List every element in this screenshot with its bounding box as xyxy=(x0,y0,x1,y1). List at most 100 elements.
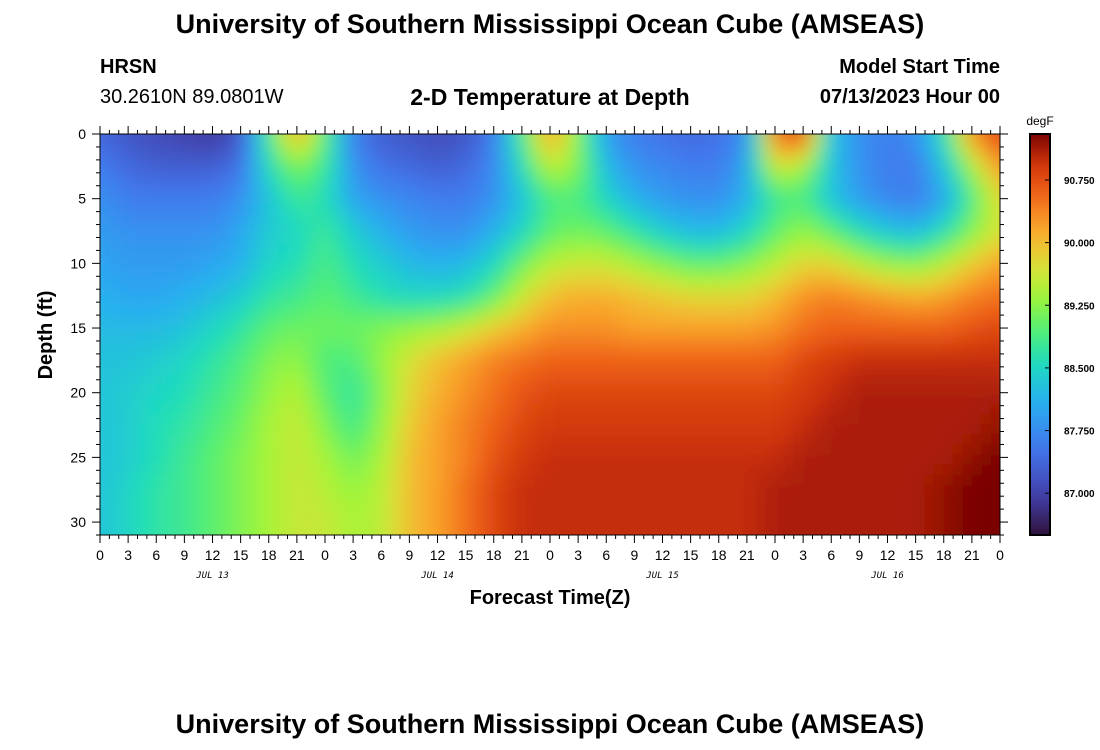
heat-cell xyxy=(175,464,186,476)
heat-cell xyxy=(709,274,720,286)
heat-cell xyxy=(662,394,673,406)
heat-cell xyxy=(259,344,270,356)
heat-cell xyxy=(250,134,261,145)
heat-cell xyxy=(118,444,129,456)
heat-cell xyxy=(568,154,579,165)
heat-cell xyxy=(268,404,279,416)
heat-cell xyxy=(765,404,776,416)
heat-cell xyxy=(231,274,242,286)
heat-cell xyxy=(690,444,701,456)
heat-cell xyxy=(175,504,186,516)
heat-cell xyxy=(437,204,448,216)
heat-cell xyxy=(643,324,654,336)
heat-cell xyxy=(221,454,233,466)
heat-cell xyxy=(259,374,270,386)
heat-cell xyxy=(306,134,317,145)
heat-cell xyxy=(446,384,458,396)
heat-cell xyxy=(587,284,598,296)
heat-cell xyxy=(165,404,176,416)
heat-cell xyxy=(981,535,991,546)
heat-cell xyxy=(353,374,364,386)
heat-cell xyxy=(184,524,195,535)
heat-cell xyxy=(868,254,879,266)
heat-cell xyxy=(859,134,870,145)
heat-cell xyxy=(137,424,148,436)
heat-cell xyxy=(371,194,383,205)
heat-cell xyxy=(578,294,589,306)
heat-cell xyxy=(775,474,786,486)
heat-cell xyxy=(821,204,833,216)
heat-cell xyxy=(156,304,167,316)
heat-cell xyxy=(953,174,964,185)
heat-cell xyxy=(831,284,842,296)
heat-cell xyxy=(728,264,739,276)
heat-cell xyxy=(550,254,561,266)
heat-cell xyxy=(634,524,645,535)
heat-cell xyxy=(775,164,786,175)
heat-cell xyxy=(756,234,767,246)
heat-cell xyxy=(643,414,654,426)
heat-cell xyxy=(793,394,804,406)
heat-cell xyxy=(868,394,879,406)
heat-cell xyxy=(221,434,233,446)
heat-cell xyxy=(587,484,598,496)
heat-cell xyxy=(521,524,533,535)
heat-cell xyxy=(343,134,354,145)
heat-cell xyxy=(165,134,176,145)
heat-cell xyxy=(915,514,926,526)
heat-cell xyxy=(1000,535,1010,546)
heat-cell xyxy=(343,244,354,256)
heat-cell xyxy=(587,474,598,486)
heat-cell xyxy=(540,224,551,236)
heat-cell xyxy=(906,344,917,356)
heat-cell xyxy=(1000,395,1010,406)
heat-cell xyxy=(512,304,523,316)
heat-cell xyxy=(634,134,645,145)
heat-cell xyxy=(390,134,401,145)
heat-cell xyxy=(868,524,879,535)
heat-cell xyxy=(728,224,739,236)
heat-cell xyxy=(475,184,486,195)
heat-cell xyxy=(784,134,795,135)
heat-cell xyxy=(315,174,326,185)
heat-cell xyxy=(194,114,204,125)
heat-cell xyxy=(990,424,1000,436)
heat-cell xyxy=(831,384,842,396)
heat-cell xyxy=(493,334,504,346)
heat-cell xyxy=(859,394,870,406)
heat-cell xyxy=(625,254,636,266)
heat-cell xyxy=(287,434,298,446)
heat-cell xyxy=(971,234,983,246)
heat-cell xyxy=(446,394,458,406)
x-tick-label: 9 xyxy=(405,547,413,563)
heat-cell xyxy=(456,464,467,476)
heat-cell xyxy=(775,454,786,466)
heat-cell xyxy=(925,474,936,486)
heat-cell xyxy=(1009,144,1019,155)
heat-cell xyxy=(203,304,214,316)
heat-cell xyxy=(878,484,889,496)
heat-cell xyxy=(456,294,467,306)
heat-cell xyxy=(990,164,1000,175)
heat-cell xyxy=(606,414,617,426)
heat-cell xyxy=(775,254,786,266)
heat-cell xyxy=(325,254,336,266)
heat-cell xyxy=(240,384,251,396)
heat-cell xyxy=(371,384,383,396)
heat-cell xyxy=(250,174,261,185)
heat-cell xyxy=(690,264,701,276)
heat-cell xyxy=(596,344,608,356)
heat-cell xyxy=(690,524,701,535)
heat-cell xyxy=(625,394,636,406)
heat-cell xyxy=(728,244,739,256)
heat-cell xyxy=(896,464,908,476)
heat-cell xyxy=(700,494,711,506)
heat-cell xyxy=(850,324,861,336)
heat-cell xyxy=(859,144,870,155)
heat-cell xyxy=(353,324,364,336)
heat-cell xyxy=(212,504,223,516)
heat-cell xyxy=(990,414,1000,426)
heat-cell xyxy=(765,144,776,155)
heat-cell xyxy=(737,434,748,446)
heat-cell xyxy=(213,114,223,125)
